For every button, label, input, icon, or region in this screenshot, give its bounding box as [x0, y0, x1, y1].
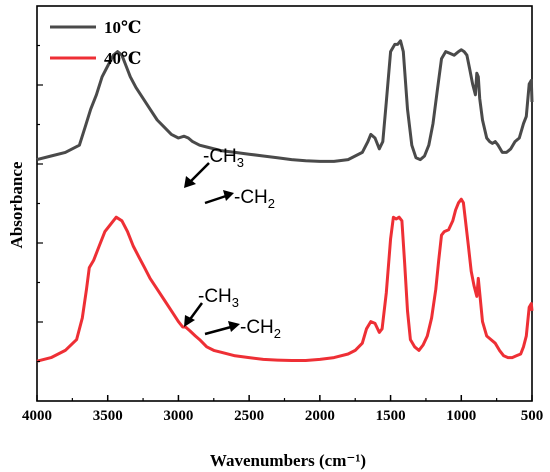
annotation-label: -CH3 — [203, 146, 244, 170]
annotation-arrow — [204, 194, 227, 205]
x-tick-label: 2500 — [234, 408, 264, 424]
series-line-10c — [36, 39, 534, 163]
x-axis-ticks: 4000 3500 3000 2500 2000 1500 1000 500 — [22, 395, 543, 424]
arrow-head — [223, 190, 234, 201]
x-tick-label: 2000 — [305, 408, 335, 424]
annotation-label: -CH2 — [240, 317, 281, 341]
x-tick-label: 4000 — [22, 408, 52, 424]
annotation-label: -CH3 — [198, 286, 239, 310]
annotation-label: -CH2 — [234, 187, 275, 211]
arrow-head — [184, 176, 196, 188]
annotation-arrow — [204, 325, 232, 336]
annotation-ch3-top: -CH3 — [184, 146, 244, 188]
x-tick-label: 1000 — [446, 408, 476, 424]
y-axis-title: Absorbance — [7, 161, 26, 248]
legend-label-40c: 40℃ — [104, 49, 141, 68]
series-line-40c — [36, 197, 534, 363]
x-tick-label: 1500 — [376, 408, 406, 424]
arrow-head — [184, 315, 195, 327]
x-tick-label: 3000 — [163, 408, 193, 424]
x-axis-title: Wavenumbers (cm⁻¹) — [210, 451, 366, 470]
arrow-head — [228, 321, 240, 332]
x-tick-label: 500 — [521, 408, 544, 424]
annotation-ch2-top: -CH2 — [204, 187, 275, 211]
x-tick-label: 3500 — [93, 408, 123, 424]
legend: 10℃ 40℃ — [50, 18, 141, 68]
legend-label-10c: 10℃ — [104, 18, 141, 37]
annotation-ch3-bottom: -CH3 — [184, 286, 239, 327]
y-axis-ticks — [37, 44, 43, 363]
annotation-ch2-bottom: -CH2 — [204, 317, 281, 341]
